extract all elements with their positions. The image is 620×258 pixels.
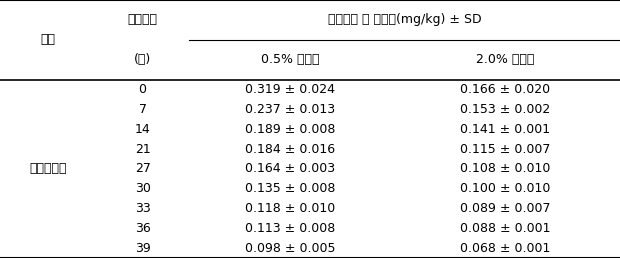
Text: 21: 21 [135,143,151,156]
Text: 0.098 ± 0.005: 0.098 ± 0.005 [245,241,335,255]
Text: 33: 33 [135,202,151,215]
Text: 0.135 ± 0.008: 0.135 ± 0.008 [245,182,335,195]
Text: 0.108 ± 0.010: 0.108 ± 0.010 [460,163,551,175]
Text: 30: 30 [135,182,151,195]
Text: 토양시료 중 잔류량(mg/kg) ± SD: 토양시료 중 잔류량(mg/kg) ± SD [328,13,481,27]
Text: 0.113 ± 0.008: 0.113 ± 0.008 [245,222,335,235]
Text: 0.5% 처리구: 0.5% 처리구 [260,53,319,67]
Text: 경과일수: 경과일수 [128,13,157,27]
Text: 0.237 ± 0.013: 0.237 ± 0.013 [245,103,335,116]
Text: 0: 0 [139,83,146,96]
Text: 0.166 ± 0.020: 0.166 ± 0.020 [460,83,551,96]
Text: 14: 14 [135,123,151,136]
Text: 0.184 ± 0.016: 0.184 ± 0.016 [245,143,335,156]
Text: 0.088 ± 0.001: 0.088 ± 0.001 [460,222,551,235]
Text: 36: 36 [135,222,151,235]
Text: 0.141 ± 0.001: 0.141 ± 0.001 [460,123,551,136]
Text: 0.100 ± 0.010: 0.100 ± 0.010 [460,182,551,195]
Text: 0.153 ± 0.002: 0.153 ± 0.002 [460,103,551,116]
Text: 0.089 ± 0.007: 0.089 ± 0.007 [460,202,551,215]
Text: 0.068 ± 0.001: 0.068 ± 0.001 [460,241,551,255]
Text: 0.189 ± 0.008: 0.189 ± 0.008 [245,123,335,136]
Text: 0.118 ± 0.010: 0.118 ± 0.010 [245,202,335,215]
Text: 2.0% 처리구: 2.0% 처리구 [476,53,534,67]
Text: 7: 7 [139,103,146,116]
Text: (일): (일) [134,53,151,67]
Text: 0.115 ± 0.007: 0.115 ± 0.007 [460,143,551,156]
Text: 39: 39 [135,241,151,255]
Text: 0.164 ± 0.003: 0.164 ± 0.003 [245,163,335,175]
Text: 작물: 작물 [40,34,56,46]
Text: 엇갈이배추: 엇갈이배추 [29,163,67,175]
Text: 0.319 ± 0.024: 0.319 ± 0.024 [245,83,335,96]
Text: 27: 27 [135,163,151,175]
